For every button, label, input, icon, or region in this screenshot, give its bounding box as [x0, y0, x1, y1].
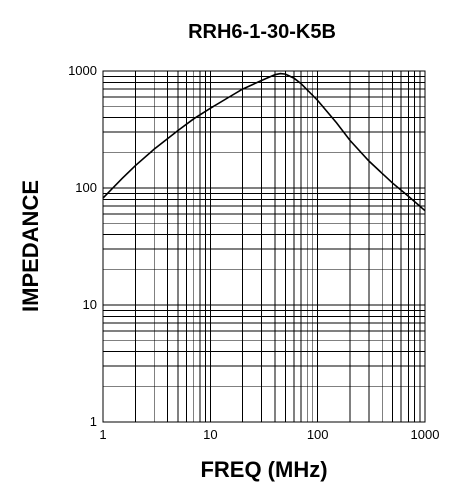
y-tick-label: 1	[90, 414, 97, 429]
plot-frame	[102, 70, 426, 423]
x-tick-label: 1	[99, 427, 106, 442]
y-tick-label: 10	[83, 297, 97, 312]
y-tick-label: 100	[75, 180, 97, 195]
x-tick-label: 1000	[411, 427, 440, 442]
grid	[103, 71, 425, 422]
x-axis-label: FREQ (MHz)	[200, 457, 327, 482]
y-axis-label: IMPEDANCE	[18, 180, 43, 312]
y-tick-label: 1000	[68, 63, 97, 78]
x-tick-label: 100	[307, 427, 329, 442]
impedance-curve	[102, 72, 426, 212]
tick-labels: 1 10 100 1000 1 10 100 1000	[68, 63, 439, 442]
x-tick-label: 10	[203, 427, 217, 442]
chart-title: RRH6-1-30-K5B	[188, 21, 336, 43]
